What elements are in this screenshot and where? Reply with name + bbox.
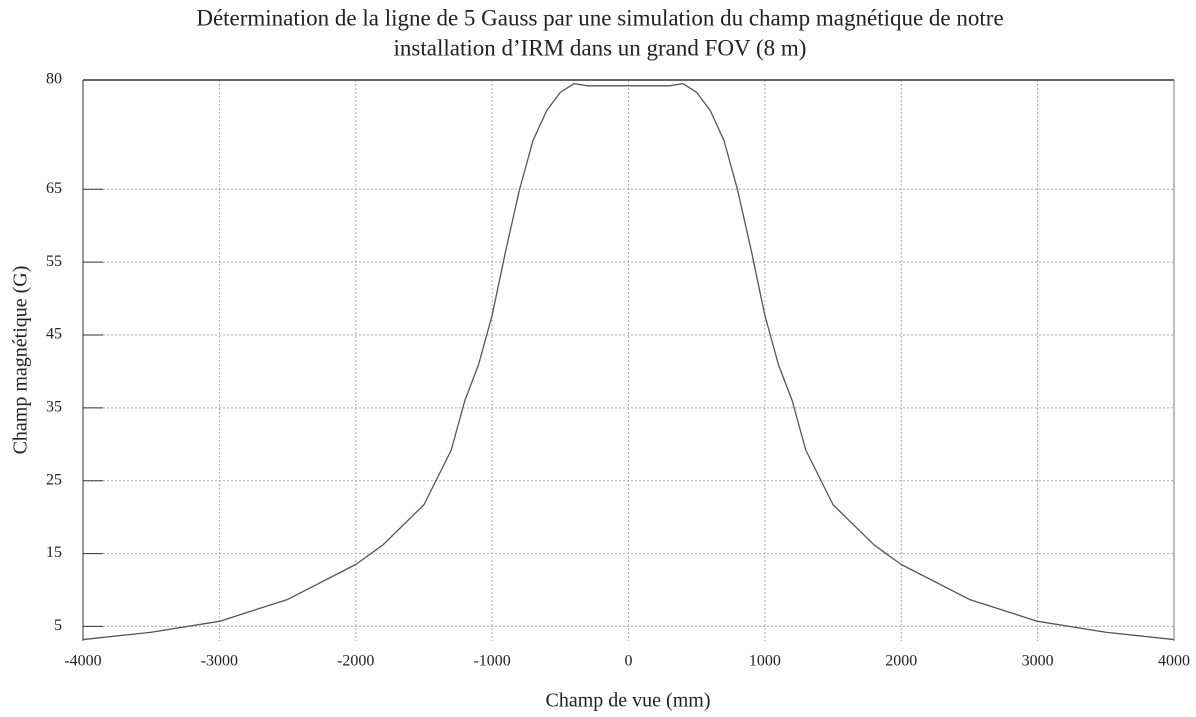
y-tick-label: 5: [54, 617, 62, 634]
chart-title: installation d’IRM dans un grand FOV (8 …: [394, 35, 807, 60]
x-tick-label: 4000: [1158, 653, 1190, 670]
y-axis-label: Champ magnétique (G): [10, 266, 32, 455]
x-tick-label: 1000: [749, 653, 781, 670]
y-tick-label: 45: [46, 326, 62, 343]
x-tick-label: 2000: [885, 653, 917, 670]
y-tick-label: 15: [46, 544, 62, 561]
x-tick-label: -3000: [201, 653, 238, 670]
chart-title: Détermination de la ligne de 5 Gauss par…: [196, 5, 1003, 30]
x-tick-label: 0: [625, 653, 633, 670]
x-tick-label: -4000: [64, 653, 101, 670]
x-tick-label: -1000: [473, 653, 510, 670]
y-tick-label: 35: [46, 399, 62, 416]
x-tick-label: -2000: [337, 653, 374, 670]
y-tick-label: 80: [46, 71, 62, 88]
y-tick-label: 55: [46, 253, 62, 270]
y-tick-label: 65: [46, 180, 62, 197]
line: [82, 82, 1175, 641]
y-tick-label: 25: [46, 471, 62, 488]
x-axis-label: Champ de vue (mm): [546, 690, 711, 712]
x-tick-label: 3000: [1022, 653, 1054, 670]
